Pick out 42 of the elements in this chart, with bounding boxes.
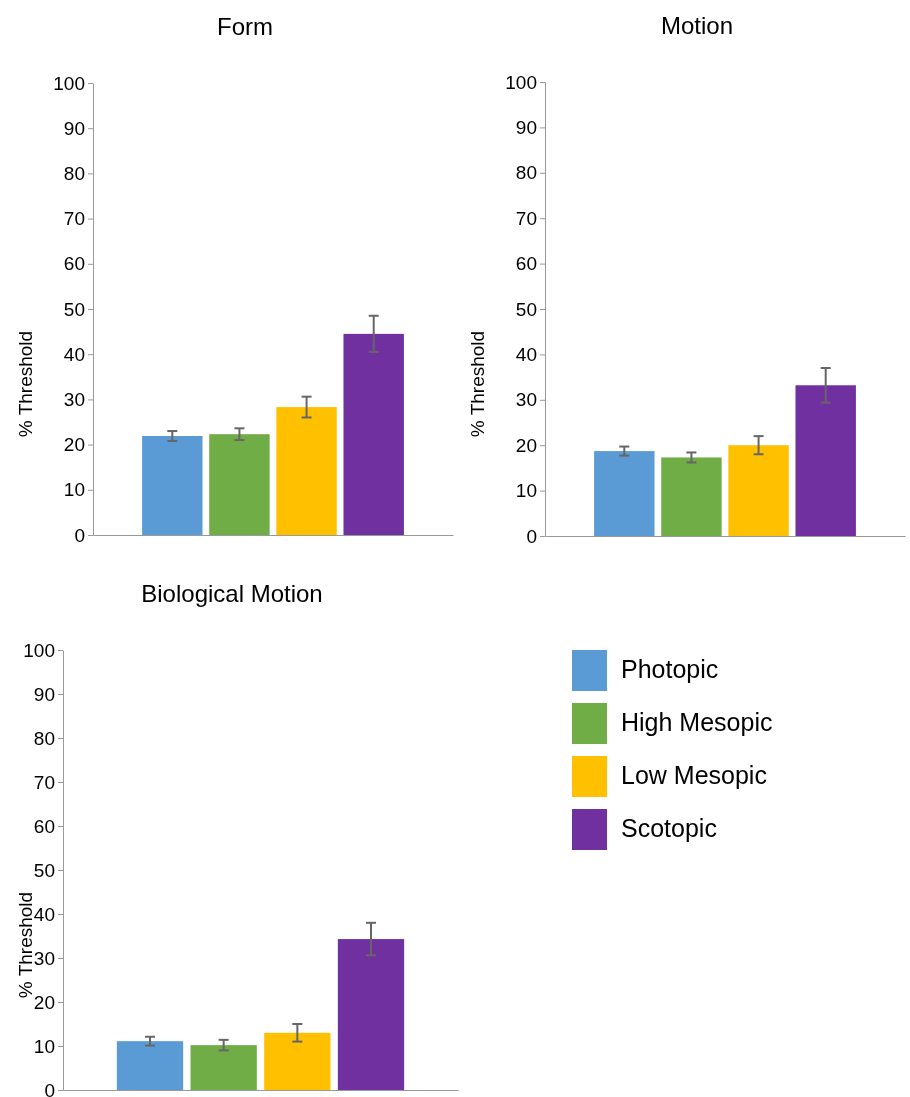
y-tick-label: 30	[33, 947, 55, 969]
y-tick-label: 0	[526, 525, 537, 547]
y-tick-label: 30	[515, 389, 537, 411]
y-tick-label: 80	[33, 727, 55, 749]
y-tick-label: 40	[515, 343, 537, 365]
y-tick-label: 70	[515, 207, 537, 229]
y-tick-label: 80	[63, 162, 85, 184]
y-tick-label: 60	[515, 253, 537, 275]
y-tick-label: 90	[33, 683, 55, 705]
y-tick-label: 10	[33, 1035, 55, 1057]
legend-label: Scotopic	[621, 814, 717, 842]
y-tick-label: 40	[33, 903, 55, 925]
y-axis-title: % Threshold	[15, 330, 36, 438]
y-tick-label: 20	[515, 434, 537, 456]
y-tick-label: 10	[63, 479, 85, 501]
y-tick-label: 80	[515, 162, 537, 184]
legend-label: Photopic	[621, 655, 719, 683]
y-tick-label: 90	[63, 117, 85, 139]
y-tick-label: 50	[63, 298, 85, 320]
chart-title: Motion	[660, 12, 734, 39]
y-tick-label: 100	[505, 71, 537, 93]
y-tick-label: 0	[44, 1079, 55, 1097]
y-tick-label: 60	[63, 253, 85, 275]
y-tick-label: 10	[515, 480, 537, 502]
y-tick-label: 70	[63, 208, 85, 230]
legend-label: Low Mesopic	[621, 761, 767, 789]
legend-label: High Mesopic	[621, 708, 773, 736]
y-tick-label: 70	[33, 771, 55, 793]
y-tick-label: 20	[33, 991, 55, 1013]
chart-title: Biological Motion	[141, 580, 323, 607]
y-tick-label: 50	[33, 859, 55, 881]
y-tick-label: 0	[74, 524, 85, 546]
y-tick-label: 60	[33, 815, 55, 837]
y-tick-label: 30	[63, 388, 85, 410]
y-tick-label: 90	[515, 116, 537, 138]
y-tick-label: 50	[515, 298, 537, 320]
y-tick-label: 20	[63, 434, 85, 456]
y-tick-label: 100	[53, 72, 85, 94]
y-axis-title: % Threshold	[467, 330, 488, 438]
y-tick-label: 100	[23, 639, 55, 661]
chart-title: Form	[217, 13, 273, 40]
y-tick-label: 40	[63, 343, 85, 365]
